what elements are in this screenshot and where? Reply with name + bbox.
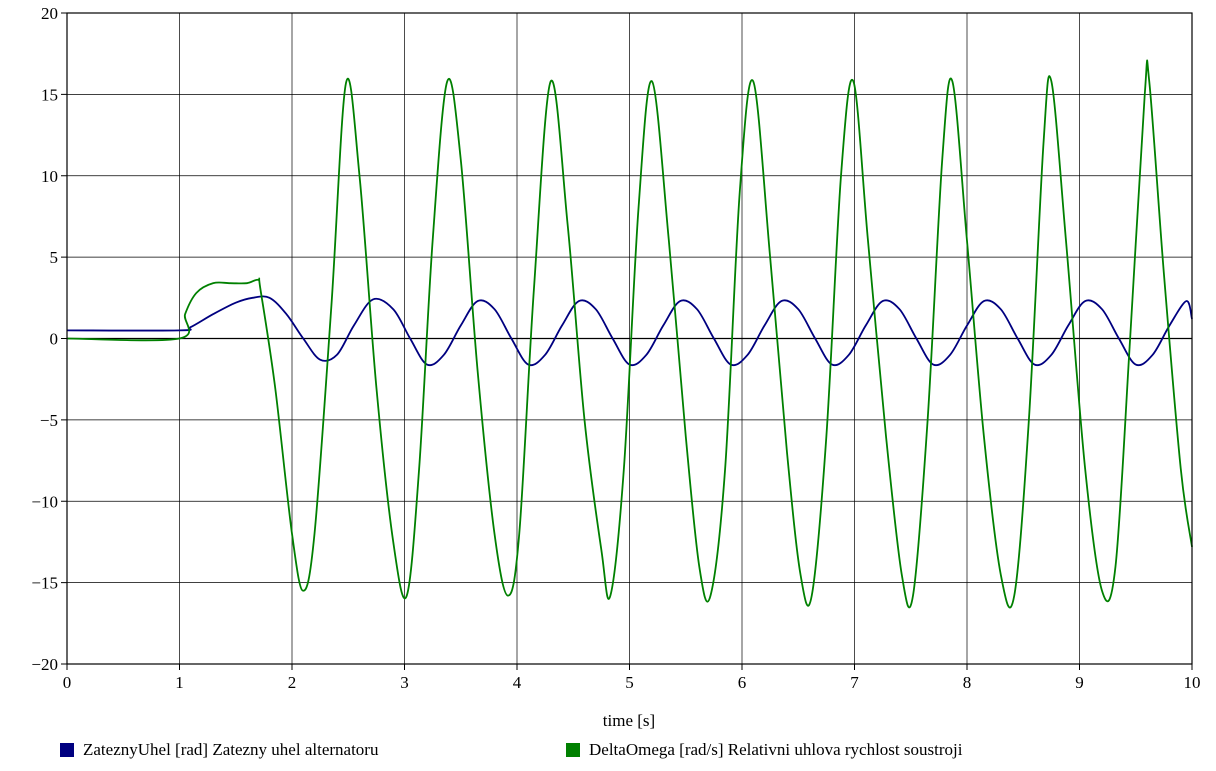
legend-swatch-navy xyxy=(60,743,74,757)
y-tick-label: −5 xyxy=(40,411,58,430)
legend-item-zatezny-uhel: ZateznyUhel [rad] Zatezny uhel alternato… xyxy=(60,740,378,760)
y-tick-label: −10 xyxy=(31,492,58,511)
x-axis-ticks: 0 1 2 3 4 5 6 7 8 9 10 xyxy=(63,664,1201,692)
x-tick-label: 6 xyxy=(738,673,747,692)
y-tick-label: 15 xyxy=(41,85,58,104)
y-tick-label: 10 xyxy=(41,167,58,186)
x-tick-label: 10 xyxy=(1184,673,1201,692)
x-tick-label: 1 xyxy=(175,673,184,692)
x-tick-label: 5 xyxy=(625,673,634,692)
x-axis-label: time [s] xyxy=(603,711,655,730)
series-line-delta-omega xyxy=(66,59,1193,609)
y-tick-label: 20 xyxy=(41,4,58,23)
legend-label: DeltaOmega [rad/s] Relativni uhlova rych… xyxy=(589,740,963,759)
legend-item-delta-omega: DeltaOmega [rad/s] Relativni uhlova rych… xyxy=(566,740,962,760)
x-tick-label: 7 xyxy=(850,673,859,692)
x-tick-label: 3 xyxy=(400,673,409,692)
y-tick-label: −20 xyxy=(31,655,58,674)
y-tick-label: 5 xyxy=(50,248,59,267)
legend-label: ZateznyUhel [rad] Zatezny uhel alternato… xyxy=(83,740,379,759)
x-tick-label: 9 xyxy=(1075,673,1084,692)
x-tick-label: 8 xyxy=(963,673,972,692)
legend-swatch-green xyxy=(566,743,580,757)
series-group xyxy=(66,59,1193,609)
y-axis-ticks: −20 −15 −10 −5 0 5 10 15 20 xyxy=(31,4,67,674)
line-chart: 0 1 2 3 4 5 6 7 8 9 10 −20 −15 −10 −5 0 5 10 15 20 time [s… xyxy=(31,4,1201,730)
x-tick-label: 2 xyxy=(288,673,297,692)
y-tick-label: 0 xyxy=(50,330,59,349)
x-tick-label: 4 xyxy=(513,673,522,692)
y-tick-label: −15 xyxy=(31,574,58,593)
x-tick-label: 0 xyxy=(63,673,72,692)
